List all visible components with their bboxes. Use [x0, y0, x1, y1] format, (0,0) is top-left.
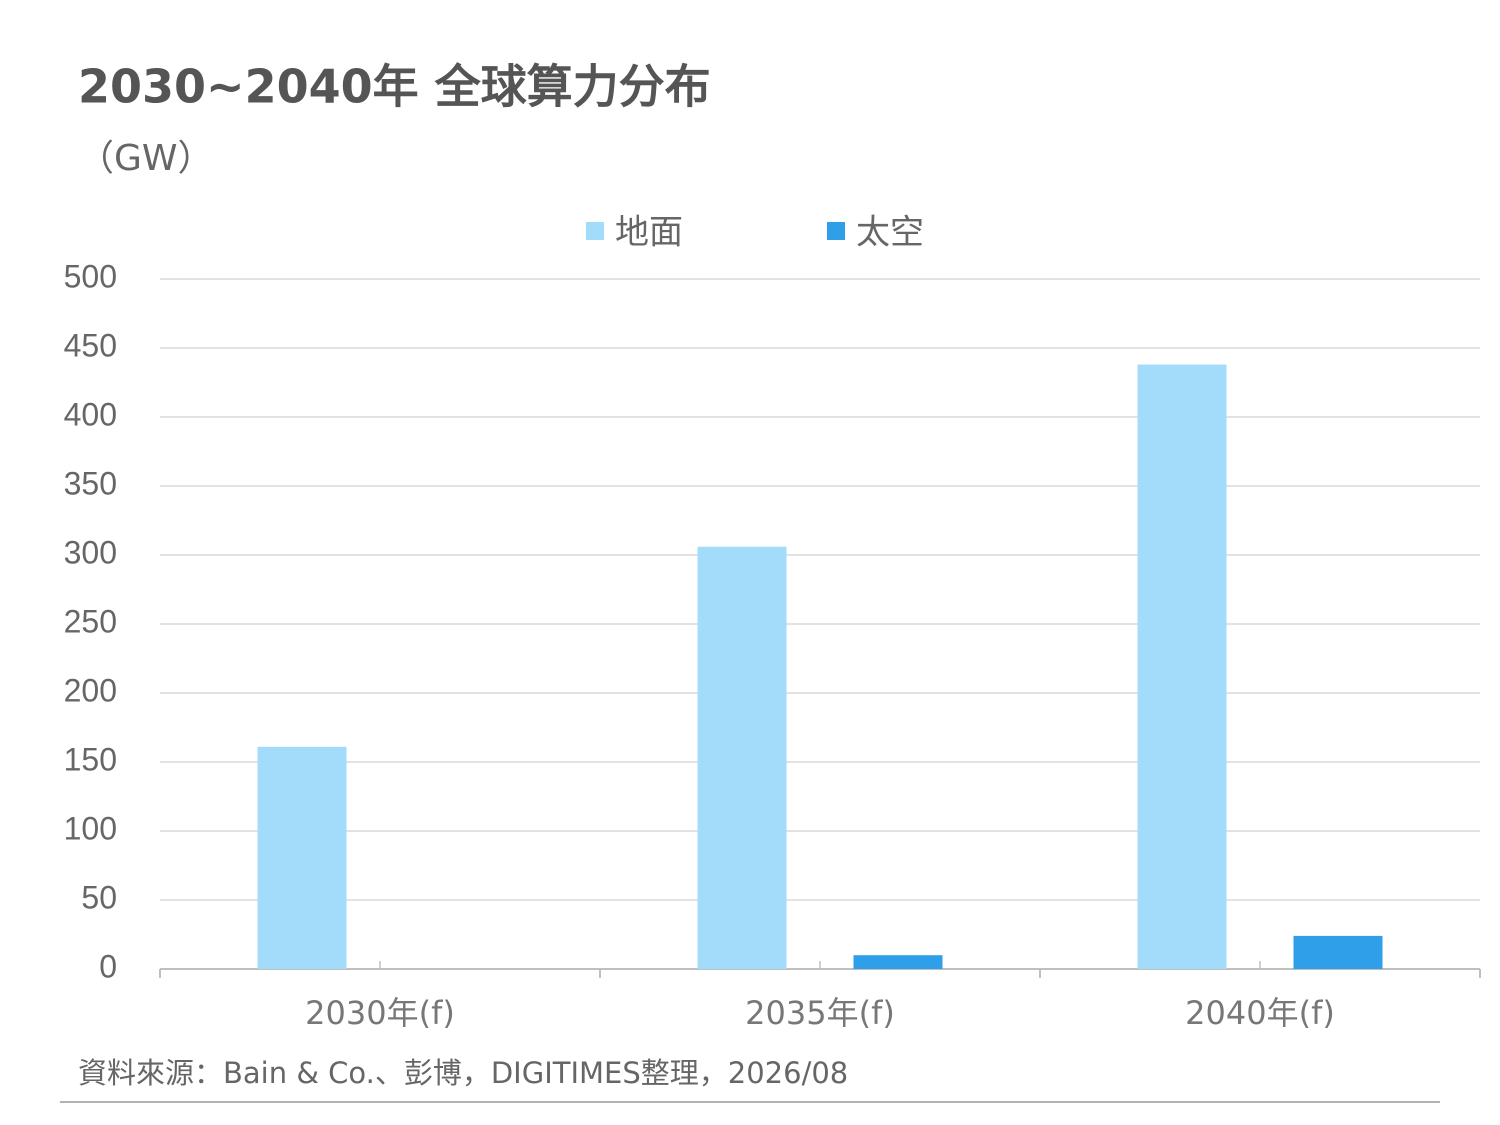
- chart-subtitle: （GW）: [78, 138, 214, 179]
- bar: [1293, 935, 1383, 969]
- bar: [853, 955, 943, 969]
- y-tick-label: 100: [64, 810, 117, 846]
- legend-swatch: [586, 222, 604, 240]
- source-note: 資料來源：Bain & Co.、彭博，DIGITIMES整理，2026/08: [78, 1056, 848, 1090]
- y-tick-label: 400: [64, 396, 117, 432]
- x-tick-label: 2040年(f): [1185, 994, 1335, 1032]
- y-tick-label: 150: [64, 741, 117, 777]
- y-tick-label: 250: [64, 603, 117, 639]
- bar: [257, 746, 347, 969]
- bar: [697, 546, 787, 969]
- y-tick-label: 500: [64, 258, 117, 294]
- legend-swatch: [827, 222, 845, 240]
- chart-title: 2030~2040年 全球算力分布: [78, 60, 711, 114]
- x-tick-label: 2035年(f): [745, 994, 895, 1032]
- y-tick-label: 450: [64, 327, 117, 363]
- y-tick-label: 0: [99, 948, 117, 984]
- x-tick-label: 2030年(f): [305, 994, 455, 1032]
- y-tick-label: 350: [64, 465, 117, 501]
- bar: [1137, 364, 1227, 969]
- y-tick-label: 200: [64, 672, 117, 708]
- legend-label: 地面: [615, 213, 683, 253]
- legend-label: 太空: [856, 213, 924, 253]
- y-tick-label: 50: [81, 879, 117, 915]
- y-tick-label: 300: [64, 534, 117, 570]
